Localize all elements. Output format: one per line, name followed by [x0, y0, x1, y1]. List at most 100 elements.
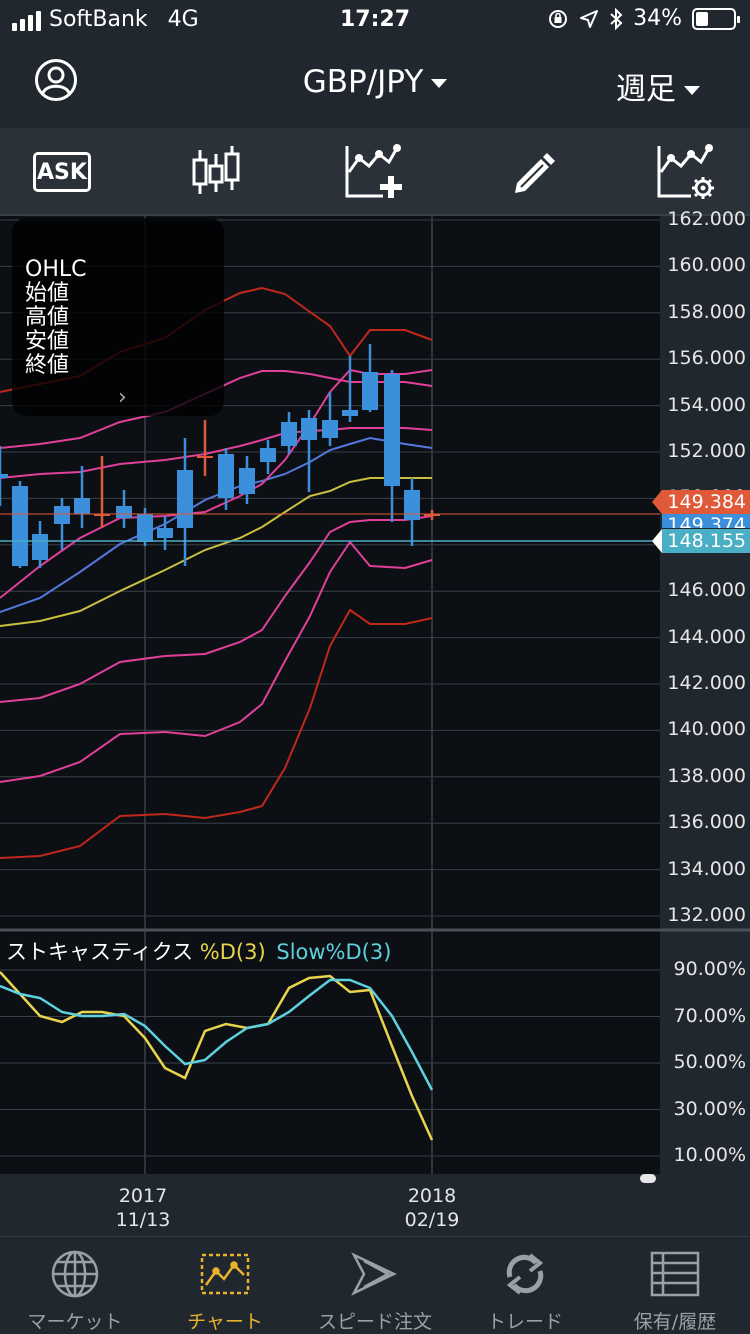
speed-order-icon [351, 1252, 397, 1296]
candle-body [218, 454, 234, 498]
candle-body [32, 534, 48, 560]
candle-body [424, 514, 440, 516]
scroll-indicator[interactable] [640, 1174, 656, 1183]
ohlc-low-label: 安値 [25, 329, 70, 354]
candle-body [0, 474, 8, 478]
ohlc-high-label: 高値 [25, 305, 70, 330]
ask-bid-toggle-button[interactable]: ASK [30, 142, 94, 202]
axis-background [660, 216, 750, 1174]
stoch-slow-d-line [0, 978, 434, 1091]
candle-body [197, 456, 213, 458]
candle-body [137, 514, 153, 542]
chevron-down-icon [431, 79, 448, 88]
currency-pair-selector[interactable]: GBP/JPY [0, 64, 750, 100]
candle-body [54, 506, 70, 524]
ohlc-open-label: 始値 [25, 281, 70, 306]
candle-body [384, 374, 400, 486]
period-selector[interactable]: 週足 [616, 64, 700, 108]
location-icon [580, 9, 599, 28]
add-indicator-button[interactable] [340, 142, 404, 202]
tab-market[interactable]: マーケット [0, 1237, 150, 1334]
bollinger-band-line [0, 540, 433, 783]
oscillator-axis-label: 70.00% [673, 1004, 746, 1027]
oscillator-axis-label: 90.00% [673, 958, 746, 980]
chevron-down-icon [684, 86, 700, 95]
ask-price-tag: 149.384 [652, 490, 750, 514]
orientation-lock-icon [549, 9, 568, 28]
bluetooth-icon [610, 7, 623, 30]
candle-body [94, 514, 110, 516]
candle-body [12, 486, 28, 566]
reference-price-tag: 148.155 [652, 529, 750, 553]
add-indicator-icon [345, 144, 402, 198]
bollinger-band-line [0, 477, 432, 627]
ohlc-title: OHLC [25, 257, 87, 282]
price-axis-label: 152.000 [667, 440, 746, 462]
ohlc-close-label: 終値 [25, 353, 70, 378]
carrier-label: SoftBank [49, 7, 148, 32]
tab-speed-order[interactable]: スピード注文 [300, 1237, 450, 1334]
nav-bar: GBP/JPY 週足 [0, 40, 750, 128]
tab-trade[interactable]: トレード [450, 1237, 600, 1334]
oscillator-axis-label: 50.00% [673, 1051, 746, 1073]
clock: 17:27 [339, 7, 411, 32]
price-axis-label: 132.000 [667, 904, 746, 926]
chart-icon [200, 1253, 250, 1295]
bollinger-band-line [0, 515, 433, 703]
date-axis: 2017 11/13 2018 02/19 [0, 1174, 750, 1236]
candle-body [157, 528, 173, 538]
date-label-1: 2017 11/13 [115, 1185, 171, 1231]
history-icon [650, 1251, 700, 1297]
drawing-tool-button[interactable] [500, 142, 564, 202]
oscillator-legend: ストキャスティクス %D(3) Slow%D(3) [6, 936, 391, 966]
oscillator-axis-label: 10.00% [673, 1144, 746, 1166]
price-axis-label: 160.000 [667, 254, 746, 277]
battery-icon [692, 7, 740, 30]
trade-icon [506, 1253, 544, 1295]
bollinger-band-line [0, 608, 433, 859]
pencil-icon [515, 153, 555, 193]
bollinger-band-line [0, 436, 433, 613]
account-icon[interactable] [34, 58, 78, 102]
price-axis-label: 154.000 [667, 393, 746, 416]
candle-body [260, 448, 276, 462]
price-axis-label: 134.000 [667, 857, 746, 880]
candle-body [177, 470, 193, 528]
candle-body [322, 420, 338, 438]
price-axis-label: 144.000 [667, 625, 746, 648]
indicator-settings-icon [657, 144, 714, 199]
price-axis-label: 156.000 [667, 347, 746, 370]
ohlc-panel[interactable]: OHLC 始値 高値 安値 終値 › [12, 218, 224, 416]
candle-body [342, 410, 358, 416]
oscillator-series-1: %D(3) [199, 940, 266, 964]
candle-body [116, 506, 132, 518]
candle-body [301, 418, 317, 440]
price-axis-label: 146.000 [667, 579, 746, 602]
battery-percent: 34% [633, 6, 682, 31]
tab-chart[interactable]: チャート [150, 1237, 300, 1334]
price-axis-label: 140.000 [667, 718, 746, 741]
stoch-d-line [0, 971, 434, 1141]
indicator-settings-button[interactable] [652, 142, 716, 202]
oscillator-axis-label: 30.00% [673, 1097, 746, 1120]
candle-body [404, 490, 420, 520]
signal-icon [12, 9, 41, 31]
status-bar: SoftBank 4G 17:27 34% [0, 0, 750, 40]
bollinger-band-line [0, 427, 433, 479]
candle-body [239, 468, 255, 494]
globe-icon [51, 1250, 99, 1298]
chevron-right-icon[interactable]: › [118, 385, 127, 410]
price-axis-label: 138.000 [667, 764, 746, 787]
price-axis-label: 162.000 [667, 208, 746, 230]
oscillator-series-2: Slow%D(3) [276, 940, 392, 964]
network-label: 4G [167, 7, 199, 32]
tab-history[interactable]: 保有/履歴 [600, 1237, 750, 1334]
candle-body [281, 422, 297, 446]
chart-toolbar: ASK [0, 128, 750, 216]
candle-body [362, 372, 378, 410]
candle-body [74, 498, 90, 514]
currency-pair-label: GBP/JPY [302, 64, 424, 100]
date-label-2: 2018 02/19 [404, 1185, 460, 1231]
candlestick-icon [192, 146, 240, 194]
chart-type-button[interactable] [184, 142, 248, 202]
